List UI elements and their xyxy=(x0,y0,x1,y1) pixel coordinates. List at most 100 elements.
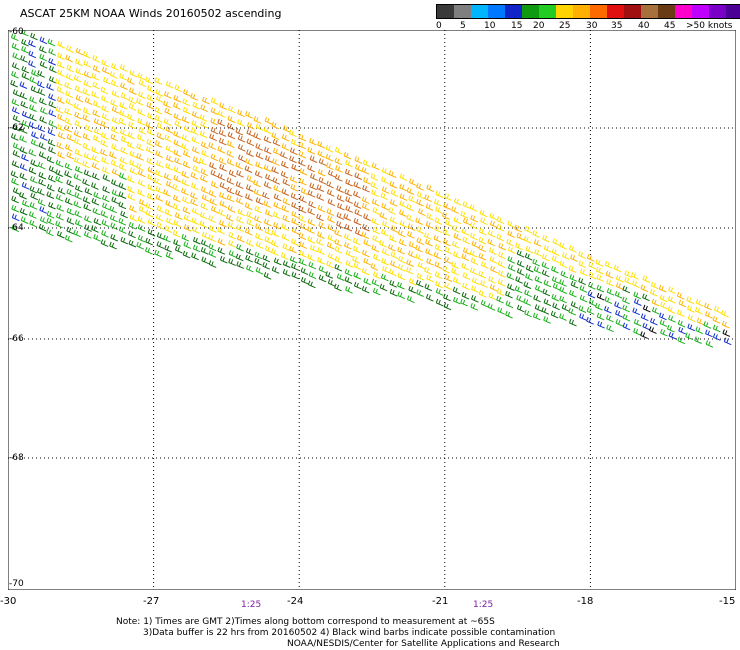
wind-barb xyxy=(353,262,362,270)
wind-barb xyxy=(525,245,534,254)
wind-barb xyxy=(155,150,163,158)
wind-barb xyxy=(642,322,651,331)
wind-barb xyxy=(119,128,128,137)
wind-barb xyxy=(120,92,129,101)
wind-barb xyxy=(200,120,208,129)
wind-barb xyxy=(704,302,712,311)
wind-barb xyxy=(91,162,100,170)
scale-label-4: 20 xyxy=(533,21,545,31)
wind-barb xyxy=(705,329,713,338)
wind-barb xyxy=(273,201,281,210)
wind-barb xyxy=(326,189,335,197)
wind-barb xyxy=(281,143,290,151)
wind-barb xyxy=(272,138,281,147)
wind-barb xyxy=(264,236,273,244)
wind-barb xyxy=(253,179,261,188)
wind-barb xyxy=(596,292,605,301)
wind-barb xyxy=(542,288,551,297)
wind-barb xyxy=(190,93,198,101)
wind-barb xyxy=(478,290,487,298)
wind-barb xyxy=(398,255,406,264)
color-swatch-15 xyxy=(692,5,709,18)
wind-barb xyxy=(389,216,398,225)
wind-barb xyxy=(379,212,388,220)
wind-barb xyxy=(507,256,516,264)
wind-barb xyxy=(505,300,514,309)
wind-barb xyxy=(487,229,496,238)
wind-barb xyxy=(173,149,181,158)
wind-barb xyxy=(82,88,91,96)
wind-barb xyxy=(39,206,47,214)
wind-barb xyxy=(614,301,622,310)
wind-barb xyxy=(470,257,479,266)
wind-barb xyxy=(389,180,397,189)
wind-barb xyxy=(371,244,380,253)
wind-barb xyxy=(74,120,83,128)
wind-barb xyxy=(659,294,668,303)
wind-barb xyxy=(208,142,216,150)
wind-barb xyxy=(191,207,200,216)
wind-barb xyxy=(668,315,676,323)
wind-barb xyxy=(363,239,371,247)
wind-barb xyxy=(147,85,155,93)
wind-barb xyxy=(102,174,111,182)
wind-barb xyxy=(262,254,271,263)
wind-barb xyxy=(309,137,317,146)
wind-barb xyxy=(263,218,272,227)
wind-barb xyxy=(73,137,82,146)
color-scale-labels: 0 5 10 15 20 25 30 35 40 45 >50 knots xyxy=(436,19,740,33)
wind-barb xyxy=(100,139,109,148)
wind-barb xyxy=(397,291,406,300)
wind-barb xyxy=(57,113,65,122)
wind-barb xyxy=(649,288,658,297)
wind-barb xyxy=(119,72,127,81)
wind-barb xyxy=(415,253,424,261)
wind-barb xyxy=(65,98,74,106)
wind-barb xyxy=(533,294,541,303)
wind-barb xyxy=(299,250,307,258)
wind-barb xyxy=(120,146,128,155)
wind-barb xyxy=(489,220,498,229)
wind-barb xyxy=(201,194,210,202)
wind-barb xyxy=(363,177,371,185)
wind-barb xyxy=(372,207,381,215)
wind-barb xyxy=(199,130,208,139)
color-swatch-1 xyxy=(454,5,471,18)
wind-barb xyxy=(721,320,730,329)
wind-barb xyxy=(606,314,614,323)
wind-barb xyxy=(66,226,74,235)
wind-barb xyxy=(362,223,370,232)
wind-barb xyxy=(335,165,343,173)
wind-barb xyxy=(667,306,676,314)
wind-barb xyxy=(100,120,109,129)
wind-barb xyxy=(21,119,30,128)
wind-barb xyxy=(496,288,505,297)
wind-barb xyxy=(273,184,281,193)
wind-barb xyxy=(417,261,426,270)
wind-barb xyxy=(265,155,273,163)
wind-barb xyxy=(75,94,84,103)
wind-barb xyxy=(318,221,326,230)
wind-barb xyxy=(218,157,227,165)
wind-barb xyxy=(524,252,533,261)
wind-barb xyxy=(497,260,506,269)
wind-barb xyxy=(10,133,19,141)
wind-barb xyxy=(452,286,461,295)
wind-barb xyxy=(154,177,162,186)
wind-barb xyxy=(228,105,236,114)
wind-barb xyxy=(371,162,380,171)
wind-barb xyxy=(667,324,675,333)
wind-barb xyxy=(47,128,56,137)
wind-barb xyxy=(120,210,128,219)
wind-barb xyxy=(272,177,281,185)
wind-barb xyxy=(83,80,92,88)
wind-barb xyxy=(146,157,154,166)
wind-barb xyxy=(21,45,29,54)
time-label-1: 1:25 xyxy=(241,600,262,610)
wind-barb xyxy=(344,168,353,177)
wind-barb xyxy=(173,139,182,148)
wind-barb xyxy=(631,272,639,280)
wind-barb xyxy=(289,155,297,164)
wind-barb xyxy=(300,267,309,276)
wind-barb xyxy=(83,169,92,178)
